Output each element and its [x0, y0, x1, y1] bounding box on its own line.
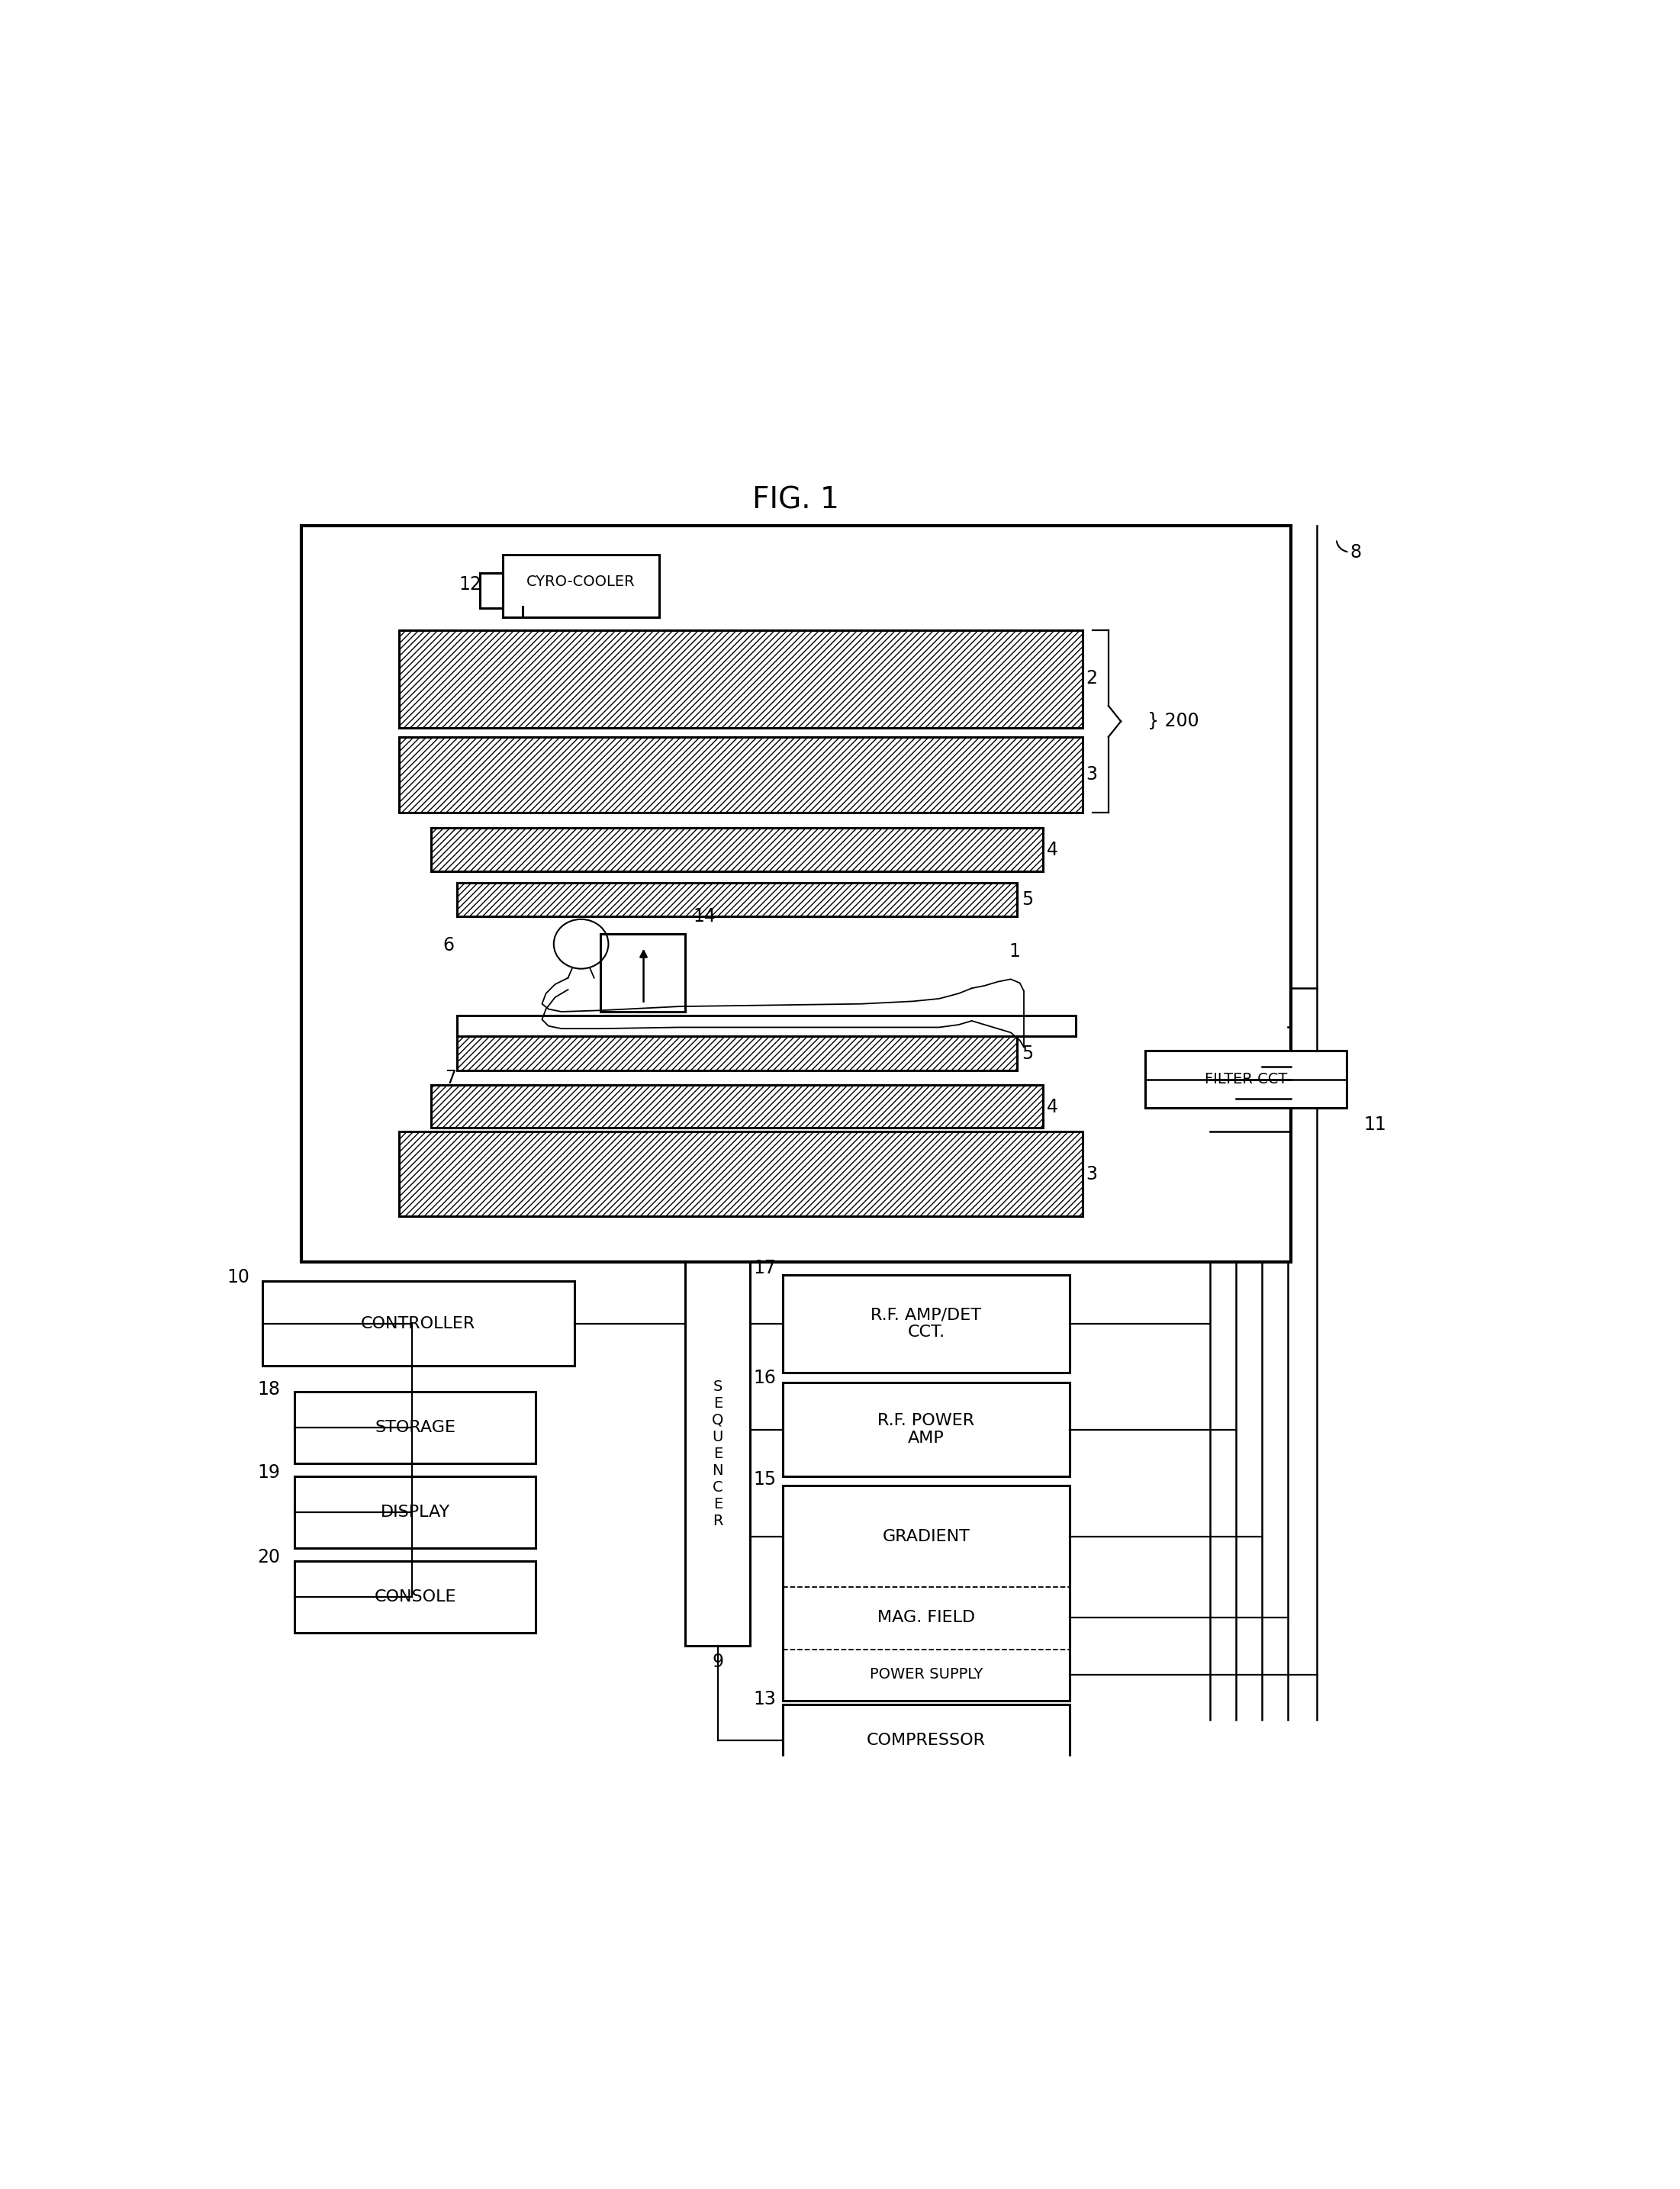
Text: 20: 20 — [257, 1548, 281, 1567]
Text: CYRO-COOLER: CYRO-COOLER — [526, 576, 635, 589]
Text: 11: 11 — [1364, 1116, 1386, 1134]
Bar — [432, 1084, 1043, 1127]
Bar — [502, 554, 659, 617]
Text: 13: 13 — [754, 1690, 776, 1707]
Bar — [783, 1705, 1070, 1775]
Bar — [783, 1383, 1070, 1478]
Text: CONSOLE: CONSOLE — [375, 1589, 455, 1605]
Text: 15: 15 — [753, 1471, 776, 1489]
Bar — [685, 1261, 751, 1646]
Text: POWER SUPPLY: POWER SUPPLY — [870, 1668, 983, 1681]
Text: CONTROLLER: CONTROLLER — [361, 1316, 475, 1331]
Bar — [432, 827, 1043, 871]
Text: GRADIENT: GRADIENT — [882, 1528, 969, 1543]
Text: 19: 19 — [257, 1464, 281, 1482]
Text: 6: 6 — [442, 937, 454, 954]
Text: STORAGE: STORAGE — [375, 1421, 455, 1436]
Text: MAG. FIELD: MAG. FIELD — [877, 1609, 974, 1624]
Text: S
E
Q
U
E
N
C
E
R: S E Q U E N C E R — [712, 1379, 724, 1528]
Text: COMPRESSOR: COMPRESSOR — [867, 1731, 986, 1747]
Bar — [398, 738, 1082, 812]
Text: 12: 12 — [459, 576, 482, 593]
Bar — [398, 1132, 1082, 1217]
Bar — [1144, 1051, 1347, 1108]
Text: R.F. AMP/DET
CCT.: R.F. AMP/DET CCT. — [870, 1307, 981, 1340]
Text: 2: 2 — [1085, 670, 1097, 687]
Text: 16: 16 — [754, 1368, 776, 1388]
Text: 3: 3 — [1085, 766, 1097, 784]
Text: 8: 8 — [1351, 543, 1361, 560]
Bar — [600, 933, 685, 1011]
Text: } 200: } 200 — [1147, 711, 1200, 731]
Text: 7: 7 — [445, 1068, 457, 1088]
Text: FILTER CCT: FILTER CCT — [1205, 1073, 1287, 1086]
Bar — [294, 1392, 536, 1464]
Text: R.F. POWER
AMP: R.F. POWER AMP — [877, 1414, 974, 1447]
Text: 5: 5 — [1021, 1044, 1033, 1062]
Text: DISPLAY: DISPLAY — [380, 1504, 450, 1519]
Bar — [457, 882, 1018, 917]
Text: 4: 4 — [1047, 1097, 1058, 1116]
Bar — [294, 1561, 536, 1633]
Text: 1: 1 — [1010, 943, 1020, 961]
Text: 14: 14 — [694, 908, 716, 926]
Text: FIG. 1: FIG. 1 — [753, 486, 840, 514]
Bar — [294, 1478, 536, 1548]
Bar — [457, 1035, 1018, 1070]
Text: 3: 3 — [1085, 1165, 1097, 1184]
Text: 5: 5 — [1021, 891, 1033, 908]
Text: 9: 9 — [712, 1653, 724, 1670]
Bar — [398, 630, 1082, 729]
Bar — [783, 1274, 1070, 1373]
Bar — [783, 1486, 1070, 1701]
Bar — [262, 1281, 575, 1366]
Text: 10: 10 — [227, 1267, 250, 1287]
Bar — [457, 1016, 1075, 1035]
Text: 4: 4 — [1047, 841, 1058, 860]
Bar — [301, 525, 1290, 1261]
Text: 17: 17 — [754, 1259, 776, 1278]
Bar — [479, 574, 502, 609]
Text: 18: 18 — [257, 1379, 281, 1399]
